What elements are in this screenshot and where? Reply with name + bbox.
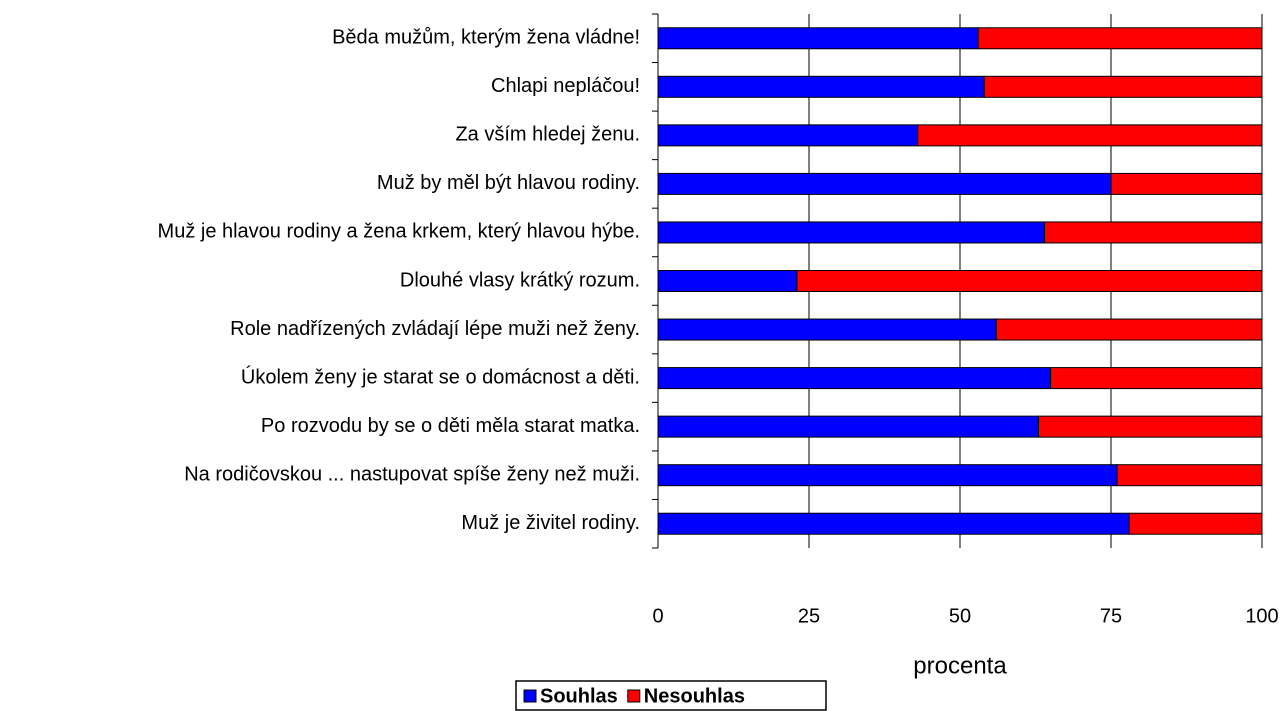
y-tick-label: Za vším hledej ženu. — [455, 124, 640, 146]
legend-swatch — [523, 689, 537, 703]
bar — [917, 124, 1263, 147]
bar — [977, 27, 1263, 50]
y-tick-label: Po rozvodu by se o děti měla starat matk… — [261, 415, 640, 437]
legend-swatch — [627, 689, 641, 703]
x-tick-label: 25 — [798, 605, 820, 627]
y-tick-label: Muž je hlavou rodiny a žena krkem, který… — [158, 221, 640, 243]
bar — [983, 75, 1263, 98]
y-tick-label: Úkolem ženy je starat se o domácnost a d… — [241, 365, 640, 388]
bar — [1044, 221, 1263, 244]
y-tick-label: Běda mužům, kterým žena vládne! — [332, 27, 640, 49]
y-tick-label: Muž je živitel rodiny. — [461, 512, 640, 534]
bar — [657, 464, 1118, 487]
bar — [1050, 367, 1263, 390]
bar — [1116, 464, 1263, 487]
bar — [1110, 172, 1263, 195]
legend: Souhlas Nesouhlas — [515, 680, 827, 711]
bar — [1128, 512, 1263, 535]
x-tick-label: 75 — [1100, 605, 1122, 627]
x-axis-label: procenta — [913, 652, 1007, 679]
x-tick-label: 100 — [1245, 605, 1278, 627]
x-tick-label: 0 — [652, 605, 663, 627]
x-tick-label: 50 — [949, 605, 971, 627]
bar — [657, 221, 1046, 244]
legend-label: Nesouhlas — [644, 685, 745, 707]
y-tick-label: Dlouhé vlasy krátký rozum. — [400, 269, 640, 291]
bar — [657, 124, 919, 147]
bar — [657, 270, 798, 292]
bar — [657, 75, 985, 98]
y-tick-label: Muž by měl být hlavou rodiny. — [377, 172, 640, 194]
y-tick-label: Chlapi nepláčou! — [491, 75, 640, 97]
y-tick-label: Role nadřízených zvládají lépe muži než … — [230, 318, 640, 340]
bar — [657, 27, 979, 50]
bar — [995, 318, 1263, 341]
bar — [1038, 415, 1263, 438]
bar — [657, 172, 1112, 195]
bar — [657, 415, 1040, 438]
bar — [657, 367, 1052, 390]
legend-frame — [515, 680, 827, 711]
legend-label: Souhlas — [540, 685, 618, 707]
bar — [796, 270, 1263, 292]
bar — [657, 512, 1130, 535]
bar — [657, 318, 997, 341]
y-tick-label: Na rodičovskou ... nastupovat spíše ženy… — [184, 463, 640, 485]
